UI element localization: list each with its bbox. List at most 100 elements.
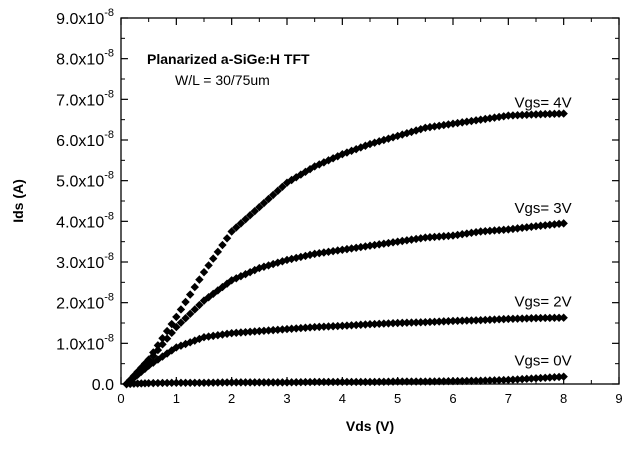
data-point [162,378,172,388]
data-point [517,374,527,384]
data-point [149,378,158,388]
data-point [333,321,342,331]
data-point [176,378,186,387]
x-tick-label: 0 [117,391,124,406]
data-point [531,374,541,383]
data-point [439,377,448,386]
data-point [439,232,448,241]
data-point [425,233,435,242]
x-axis-title: Vds (V) [346,418,394,434]
data-point [324,322,333,331]
data-point [319,377,329,387]
data-point [513,110,522,120]
data-point [490,315,499,324]
data-point [425,317,435,327]
data-point [411,377,421,386]
series-label: Vgs= 4V [515,94,572,111]
data-point [434,377,444,386]
data-point [287,324,296,333]
data-point [190,282,199,292]
data-point [444,316,453,326]
data-point [393,377,402,386]
data-point [172,322,181,332]
data-point [448,316,458,326]
data-point [504,375,513,385]
data-point [222,234,232,243]
data-point [305,377,315,387]
annotation-subtitle: W/L = 30/75um [175,72,270,88]
data-point [375,377,384,387]
data-point [218,240,227,250]
data-point [199,267,209,277]
data-point [559,372,568,381]
data-point [559,219,568,228]
data-point [550,373,559,382]
data-point [250,206,259,216]
data-point [241,378,250,387]
data-point [292,324,301,333]
data-point [398,377,407,386]
data-point [545,109,555,119]
data-point [462,376,472,386]
series-markers [122,219,568,389]
data-point [398,236,407,246]
data-point [268,378,278,387]
data-point [388,377,398,386]
data-point [296,323,306,333]
data-point [485,315,495,324]
data-point [153,345,163,355]
y-tick-label: 5.0x10-8 [56,170,114,191]
data-point [522,314,531,323]
data-point [259,326,269,335]
data-point [407,127,416,137]
x-tick-label: 4 [339,391,346,406]
data-point [241,327,250,337]
data-point [162,326,172,336]
data-point [190,305,199,314]
data-point [407,318,416,327]
data-point [241,215,250,224]
data-point [176,305,186,314]
y-tick-label: 0.0 [92,377,114,394]
data-point [439,317,448,326]
data-point [273,325,282,334]
data-point [245,327,255,337]
data-point [241,270,250,279]
data-point [273,378,282,387]
data-point [296,377,306,387]
data-point [287,378,296,387]
data-point [282,378,292,387]
data-point [388,319,398,328]
data-point [527,222,536,231]
data-point [315,377,324,387]
data-point [185,290,195,299]
data-point [236,328,246,337]
data-point [467,376,476,386]
data-point [319,158,329,167]
data-point [264,326,273,335]
data-point [213,247,223,257]
series-label: Vgs= 0V [515,353,572,370]
data-point [559,313,568,322]
data-point [361,377,370,387]
data-point [467,316,476,325]
data-point [264,378,273,387]
data-point [481,376,490,385]
x-tick-labels: 0 1 2 3 4 5 6 7 8 9 [117,391,622,406]
data-point [204,378,213,387]
y-tick-label: 1.0x10-8 [56,332,114,353]
data-point [517,314,527,323]
data-point [250,378,259,387]
data-point [338,321,347,331]
data-point [324,377,333,387]
data-point [481,114,490,124]
data-point [453,316,462,326]
data-point [315,322,324,332]
data-point [255,202,264,212]
data-point [411,318,421,327]
data-point [365,377,375,387]
data-point [481,315,490,325]
x-tick-label: 1 [173,391,180,406]
data-point [153,378,163,388]
